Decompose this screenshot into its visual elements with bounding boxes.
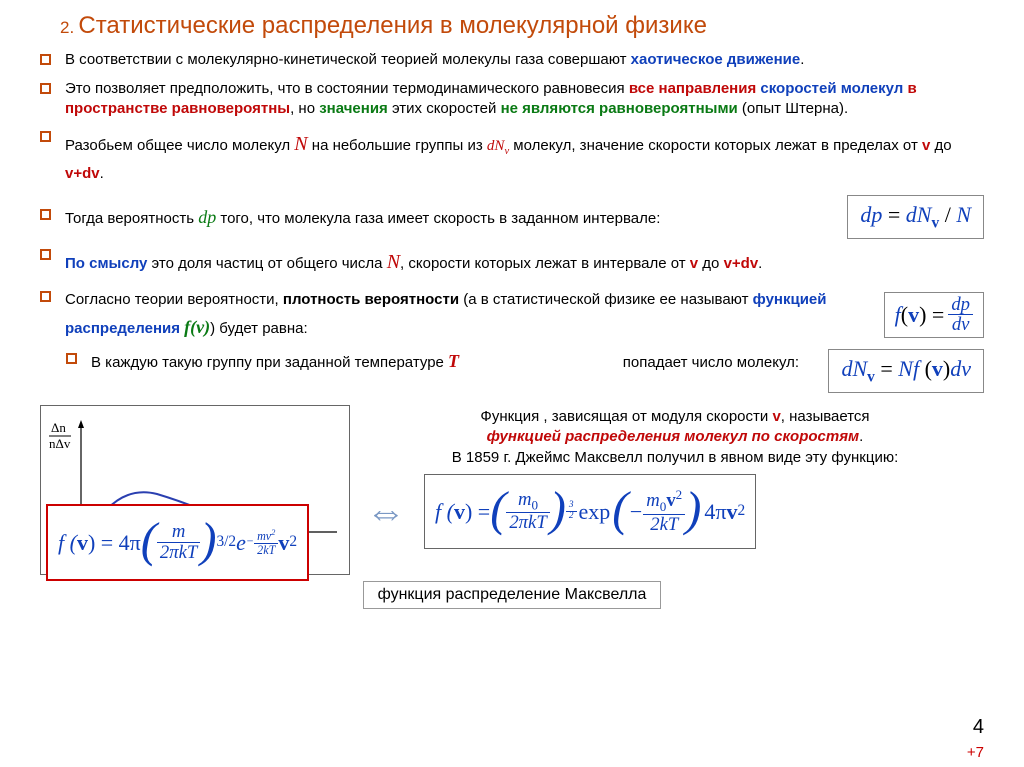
svg-text:Δn: Δn (51, 420, 66, 435)
bullet-icon (40, 54, 51, 65)
var-vdv: v+dv (65, 165, 100, 182)
var-T: T (448, 351, 459, 371)
bullet-4: Тогда вероятность dp того, что молекула … (40, 205, 827, 229)
title-number: 2. (60, 18, 74, 37)
text: , но (290, 100, 319, 117)
em-text: скоростей молекул (760, 80, 907, 97)
formula-dp: dp = dNv / N (847, 195, 984, 239)
text: того, что молекула газа имеет скорость в… (216, 210, 660, 227)
text: попадает число молекул: (459, 353, 799, 373)
bullet-icon (40, 249, 51, 260)
var-N: N (387, 251, 400, 273)
text: молекул, значение скорости которых лежат… (509, 137, 922, 154)
bullet-7: В каждую такую группу при заданной темпе… (91, 349, 808, 373)
bullet-icon (40, 291, 51, 302)
text: Согласно теории вероятности, (65, 291, 283, 308)
text: до (698, 255, 723, 272)
bullet-icon (66, 353, 77, 364)
var-fv: f(v) (184, 317, 210, 337)
double-arrow-icon: ⇔ (366, 492, 406, 532)
formula-dNv: dNv = Nf (v)dv (828, 349, 984, 393)
text: этих скоростей (388, 100, 501, 117)
bullet-3: Разобьем общее число молекул N на неболь… (40, 127, 984, 187)
caption-maxwell: функция распределение Максвелла (363, 581, 662, 609)
em-text: По смыслу (65, 255, 147, 272)
formula-maxwell-right: f (v) = (m02πkT)32 exp (−m0v22kT) 4πv2 (424, 474, 756, 549)
bullet-5: По смыслу это доля частиц от общего числ… (40, 245, 984, 279)
bullet-icon (40, 83, 51, 94)
text: до (930, 137, 951, 154)
var-v: v (690, 255, 698, 272)
bullet-2: Это позволяет предположить, что в состоя… (40, 79, 984, 120)
text: Тогда вероятность (65, 210, 198, 227)
em-text: плотность вероятности (283, 291, 459, 308)
page-title: Статистические распределения в молекуляр… (78, 12, 707, 39)
text: это доля частиц от общего числа (147, 255, 386, 272)
text: , скорости которых лежат в интервале от (400, 255, 690, 272)
em-text: значения (319, 100, 388, 117)
text: Разобьем общее число молекул (65, 137, 294, 154)
text: . (758, 255, 762, 272)
em-text: все направления (629, 80, 761, 97)
bullet-icon (40, 131, 51, 142)
em-text: хаотическое движение (631, 51, 801, 68)
var-dNv: dNv (487, 138, 509, 154)
svg-text:nΔv: nΔv (49, 436, 71, 451)
text: ) будет равна: (210, 320, 308, 337)
em-text: не являются равновероятными (501, 100, 738, 117)
var-N: N (294, 133, 307, 155)
text: (опыт Штерна). (738, 100, 848, 117)
var-dp: dp (198, 207, 216, 227)
text: В соответствии с молекулярно-кинетическо… (65, 51, 631, 68)
text: В каждую такую группу при заданной темпе… (91, 354, 448, 371)
bullet-6: Согласно теории вероятности, плотность в… (54, 287, 874, 343)
slide-number: 4 (973, 714, 984, 741)
var-vdv: v+dv (724, 255, 759, 272)
annotation-plus7: +7 (967, 743, 984, 763)
text: на небольшие группы из (308, 137, 487, 154)
bullet-1: В соответствии с молекулярно-кинетическо… (40, 50, 984, 70)
graph-panel: Δn nΔv f (v) = 4π (m2πkT)3/2 e−mv22kT v2 (40, 405, 350, 575)
text: . (100, 165, 104, 182)
formula-maxwell-left: f (v) = 4π (m2πkT)3/2 e−mv22kT v2 (46, 504, 309, 581)
text: . (800, 51, 804, 68)
text: Это позволяет предположить, что в состоя… (65, 80, 629, 97)
definition-text: Функция , зависящая от модуля скорости v… (366, 405, 984, 474)
bullet-icon (40, 209, 51, 220)
text: (а в статистической физике ее называют (459, 291, 753, 308)
formula-fv: f(v) = dpdv (884, 292, 984, 338)
